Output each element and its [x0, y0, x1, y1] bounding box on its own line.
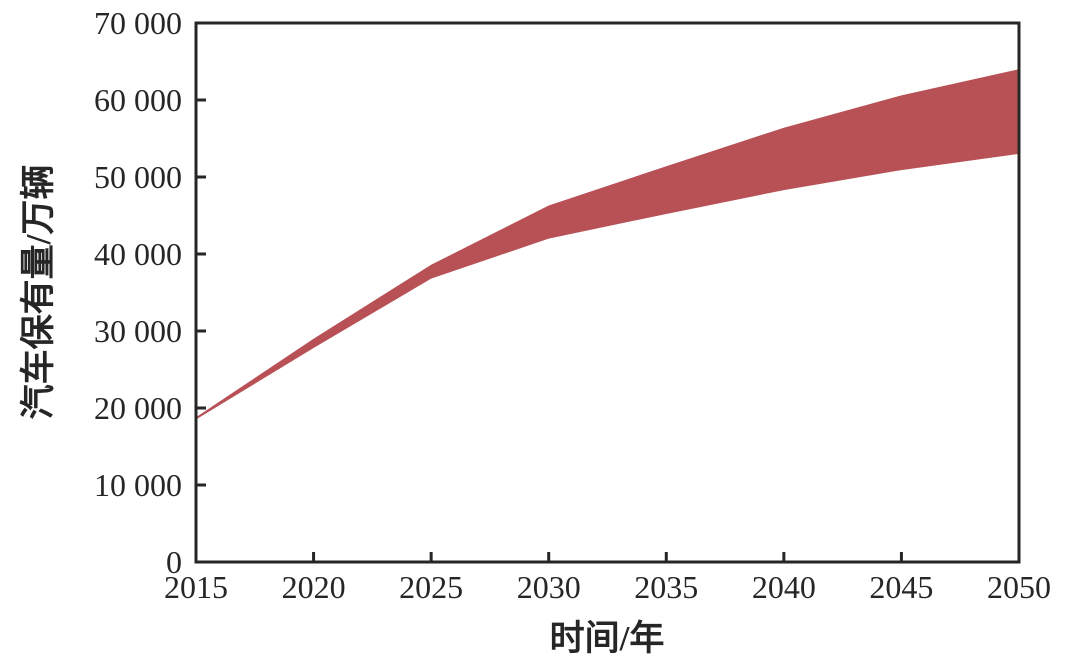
- plot-frame: [194, 21, 1021, 564]
- y-tick-label: 40 000: [94, 236, 182, 272]
- y-tick-label: 10 000: [94, 467, 182, 503]
- y-axis-title: 汽车保有量/万辆: [19, 165, 58, 420]
- x-tick-label: 2015: [164, 569, 228, 605]
- y-tick-label: 60 000: [94, 82, 182, 118]
- y-tick-label: 20 000: [94, 390, 182, 426]
- x-tick-label: 2040: [752, 569, 816, 605]
- axis-ticks: [194, 21, 1021, 564]
- y-tick-label: 50 000: [94, 159, 182, 195]
- x-tick-label: 2025: [399, 569, 463, 605]
- axis-tick-labels: 2015 2020 2025 2030 2035 2040 2045 2050 0 10 000 2…: [94, 5, 1051, 605]
- x-tick-label: 2045: [869, 569, 933, 605]
- x-tick-label: 2035: [634, 569, 698, 605]
- y-tick-label: 30 000: [94, 313, 182, 349]
- y-tick-label: 70 000: [94, 5, 182, 41]
- forecast-band: [196, 69, 1019, 420]
- x-tick-label: 2030: [517, 569, 581, 605]
- x-tick-label: 2050: [987, 569, 1051, 605]
- x-axis-title: 时间/年: [550, 619, 665, 658]
- x-tick-label: 2020: [282, 569, 346, 605]
- y-tick-label: 0: [166, 544, 182, 580]
